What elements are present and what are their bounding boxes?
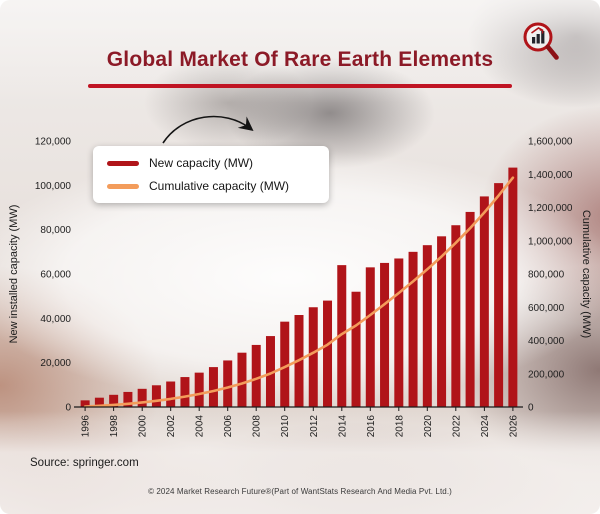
left-tick-label: 20,000 — [40, 358, 71, 369]
market-research-future-logo — [523, 22, 559, 60]
title-underline — [88, 84, 512, 88]
x-tick-label: 2012 — [309, 415, 320, 438]
bar-2016 — [365, 267, 375, 407]
left-tick-label: 60,000 — [40, 270, 71, 281]
left-tick-label: 80,000 — [40, 225, 71, 236]
left-tick-label: 0 — [65, 403, 71, 414]
legend-item-cumulative-capacity: Cumulative capacity (MW) — [107, 179, 315, 193]
left-tick-label: 120,000 — [35, 137, 72, 148]
left-axis-title: New installed capacity (MW) — [8, 204, 20, 344]
legend-label-new-capacity: New capacity (MW) — [149, 156, 254, 170]
right-tick-label: 200,000 — [528, 369, 565, 380]
x-tick-label: 2008 — [252, 415, 263, 438]
x-tick-label: 2022 — [451, 415, 462, 438]
x-tick-label: 1998 — [109, 415, 120, 438]
bar-2020 — [422, 245, 432, 407]
left-tick-label: 100,000 — [35, 181, 72, 192]
x-tick-label: 2018 — [394, 415, 405, 438]
x-tick-label: 2014 — [337, 415, 348, 438]
cumulative-capacity-swatch — [107, 183, 139, 189]
bar-2019 — [408, 251, 418, 407]
bar-2000 — [137, 388, 147, 407]
bar-1999 — [123, 391, 133, 407]
x-tick-label: 2004 — [195, 415, 206, 438]
x-tick-label: 2024 — [480, 415, 491, 438]
x-tick-label: 2000 — [138, 415, 149, 438]
legend-annotation-arrow — [162, 115, 254, 144]
bar-2007 — [237, 352, 247, 407]
x-tick-label: 2016 — [366, 415, 377, 438]
cumulative-capacity-line — [83, 176, 515, 408]
bar-2025 — [494, 183, 504, 407]
bar-2024 — [479, 196, 489, 407]
page-title: Global Market Of Rare Earth Elements — [106, 48, 494, 71]
right-tick-label: 1,400,000 — [528, 170, 573, 181]
magnifier-handle-icon — [545, 44, 559, 60]
right-tick-label: 600,000 — [528, 303, 565, 314]
bar-2009 — [265, 336, 275, 407]
bar-2023 — [465, 211, 475, 407]
x-tick-label: 2002 — [166, 415, 177, 438]
x-tick-label: 2026 — [508, 415, 519, 438]
bar-2022 — [451, 225, 461, 407]
bar-2002 — [166, 381, 176, 407]
right-tick-label: 400,000 — [528, 336, 565, 347]
bar-2005 — [208, 367, 218, 407]
bar-2017 — [380, 262, 390, 407]
source-attribution: Source: springer.com — [30, 457, 139, 469]
left-tick-label: 40,000 — [40, 314, 71, 325]
right-tick-label: 1,000,000 — [528, 236, 573, 247]
x-tick-label: 2010 — [280, 415, 291, 438]
bar-2012 — [308, 307, 318, 407]
copyright-footer: © 2024 Market Research Future®(Part of W… — [148, 487, 452, 496]
x-tick-label: 2020 — [423, 415, 434, 438]
legend: New capacity (MW) Cumulative capacity (M… — [93, 146, 329, 203]
bar-2014 — [337, 265, 347, 407]
bar-1998 — [109, 394, 119, 407]
bar-2013 — [323, 300, 333, 407]
right-tick-label: 800,000 — [528, 270, 565, 281]
x-tick-label: 1996 — [81, 415, 92, 438]
bar-2021 — [437, 236, 447, 407]
legend-label-cumulative-capacity: Cumulative capacity (MW) — [149, 179, 290, 193]
bar-2026 — [508, 167, 518, 407]
right-tick-label: 1,600,000 — [528, 137, 573, 148]
right-tick-label: 1,200,000 — [528, 203, 573, 214]
bar-2015 — [351, 291, 361, 407]
bar-2001 — [151, 385, 161, 407]
bar-1996 — [80, 400, 90, 407]
right-axis-title: Cumulative capacity (MW) — [580, 209, 592, 339]
bar-2018 — [394, 258, 404, 407]
x-tick-label: 2006 — [223, 415, 234, 438]
bar-2011 — [294, 315, 304, 407]
bar-2010 — [280, 321, 290, 407]
bar-2003 — [180, 377, 190, 407]
bar-2004 — [194, 372, 204, 407]
bar-2006 — [223, 360, 233, 407]
bar-1997 — [94, 397, 104, 407]
legend-item-new-capacity: New capacity (MW) — [107, 156, 315, 170]
new-capacity-swatch — [107, 160, 139, 166]
right-tick-label: 0 — [528, 403, 534, 414]
bar-2008 — [251, 344, 261, 407]
